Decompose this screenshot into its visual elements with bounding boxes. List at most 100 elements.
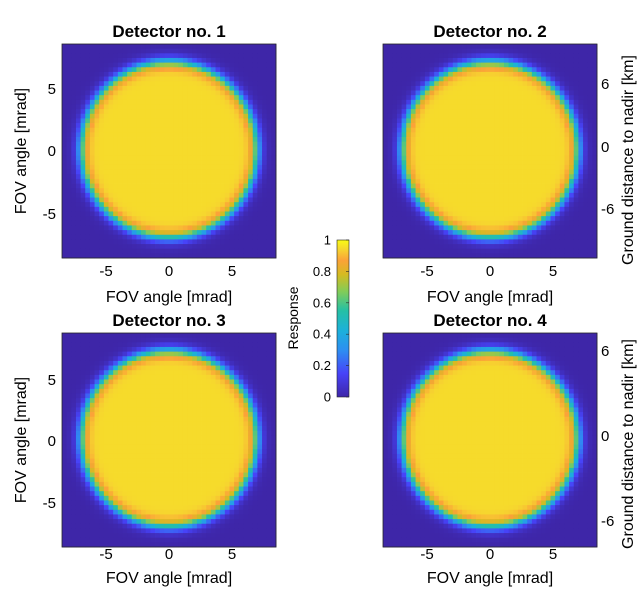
heatmap-cell bbox=[71, 57, 77, 64]
heatmap-cell bbox=[462, 155, 468, 161]
heatmap-cell bbox=[262, 90, 268, 96]
heatmap-cell bbox=[466, 127, 472, 133]
heatmap-cell bbox=[271, 239, 277, 245]
heatmap-cell bbox=[410, 127, 416, 133]
heatmap-cell bbox=[103, 533, 109, 539]
heatmap-cell bbox=[224, 164, 230, 171]
heatmap-cell bbox=[443, 160, 449, 166]
heatmap-cell bbox=[66, 225, 72, 231]
heatmap-cell bbox=[587, 95, 593, 101]
heatmap-cell bbox=[66, 137, 72, 143]
heatmap-cell bbox=[420, 253, 426, 259]
heatmap-cell bbox=[485, 230, 491, 236]
heatmap-cell bbox=[173, 225, 179, 231]
heatmap-cell bbox=[266, 118, 272, 124]
heatmap-cell bbox=[434, 211, 440, 217]
heatmap-cell bbox=[424, 67, 430, 73]
heatmap-cell bbox=[159, 53, 165, 59]
heatmap-cell bbox=[66, 253, 72, 259]
heatmap-cell bbox=[192, 90, 198, 96]
heatmap-cell bbox=[215, 137, 221, 143]
heatmap-cell bbox=[85, 537, 91, 543]
heatmap-cell bbox=[592, 67, 598, 73]
heatmap-cell bbox=[564, 71, 570, 77]
heatmap-cell bbox=[127, 412, 133, 418]
heatmap-cell bbox=[75, 188, 82, 194]
heatmap-cell bbox=[155, 244, 161, 250]
heatmap-cell bbox=[545, 230, 551, 236]
heatmap-cell bbox=[215, 151, 221, 157]
heatmap-cell bbox=[122, 449, 128, 455]
heatmap-cell bbox=[262, 146, 268, 152]
heatmap-cell bbox=[210, 230, 216, 236]
heatmap-cell bbox=[80, 244, 86, 250]
heatmap-cell bbox=[113, 197, 119, 203]
heatmap-cell bbox=[248, 239, 254, 245]
heatmap-cell bbox=[113, 132, 119, 138]
heatmap-cell bbox=[490, 95, 496, 101]
heatmap-cell bbox=[234, 174, 240, 180]
heatmap-cell bbox=[573, 183, 579, 189]
heatmap-cell bbox=[406, 104, 412, 110]
heatmap-cell bbox=[587, 220, 593, 226]
heatmap-cell bbox=[80, 421, 86, 427]
heatmap-cell bbox=[471, 160, 477, 166]
heatmap-cell bbox=[550, 85, 556, 91]
heatmap-cell bbox=[150, 90, 156, 96]
heatmap-cell bbox=[448, 90, 454, 96]
heatmap-cell bbox=[396, 62, 403, 68]
heatmap-cell bbox=[62, 95, 68, 101]
heatmap-cell bbox=[62, 197, 68, 203]
heatmap-cell bbox=[266, 239, 272, 245]
heatmap-cell bbox=[448, 123, 454, 129]
heatmap-cell bbox=[578, 95, 584, 101]
heatmap-cell bbox=[169, 160, 175, 166]
heatmap-cell bbox=[569, 123, 575, 129]
heatmap-cell bbox=[85, 85, 91, 91]
heatmap-cell bbox=[410, 202, 416, 208]
heatmap-cell bbox=[257, 174, 263, 180]
heatmap-cell bbox=[471, 234, 477, 240]
heatmap-cell bbox=[196, 160, 202, 166]
heatmap-cell bbox=[429, 81, 435, 87]
heatmap-cell bbox=[531, 230, 537, 236]
heatmap-cell bbox=[85, 407, 91, 413]
heatmap-cell bbox=[527, 109, 533, 115]
heatmap-cell bbox=[573, 132, 579, 138]
heatmap-cell bbox=[224, 99, 230, 105]
heatmap-cell bbox=[555, 206, 561, 212]
heatmap-cell bbox=[471, 253, 477, 259]
heatmap-cell bbox=[159, 71, 165, 77]
heatmap-cell bbox=[396, 53, 403, 59]
heatmap-cell bbox=[494, 178, 500, 184]
heatmap-cell bbox=[159, 95, 165, 101]
heatmap-cell bbox=[587, 127, 593, 133]
heatmap-cell bbox=[462, 48, 468, 54]
heatmap-cell bbox=[545, 76, 551, 82]
heatmap-cell bbox=[457, 183, 463, 189]
heatmap-cell bbox=[66, 57, 72, 64]
heatmap-cell bbox=[387, 99, 393, 105]
heatmap-cell bbox=[136, 174, 142, 180]
heatmap-cell bbox=[234, 248, 240, 254]
heatmap-cell bbox=[127, 486, 133, 492]
heatmap-cell bbox=[145, 183, 151, 189]
heatmap-cell bbox=[462, 146, 468, 152]
heatmap-cell bbox=[229, 104, 235, 110]
heatmap-cell bbox=[229, 155, 235, 161]
heatmap-cell bbox=[71, 393, 77, 399]
heatmap-cell bbox=[131, 370, 137, 376]
heatmap-cell bbox=[62, 137, 68, 143]
heatmap-cell bbox=[499, 178, 505, 184]
heatmap-cell bbox=[75, 467, 82, 473]
heatmap-cell bbox=[457, 151, 463, 157]
heatmap-cell bbox=[583, 211, 589, 217]
heatmap-cell bbox=[522, 225, 528, 231]
heatmap-cell bbox=[559, 76, 565, 82]
heatmap-cell bbox=[592, 183, 598, 189]
heatmap-cell bbox=[113, 495, 119, 501]
heatmap-cell bbox=[210, 90, 216, 96]
heatmap-cell bbox=[94, 440, 100, 446]
heatmap-cell bbox=[210, 44, 216, 50]
heatmap-cell bbox=[173, 178, 179, 184]
